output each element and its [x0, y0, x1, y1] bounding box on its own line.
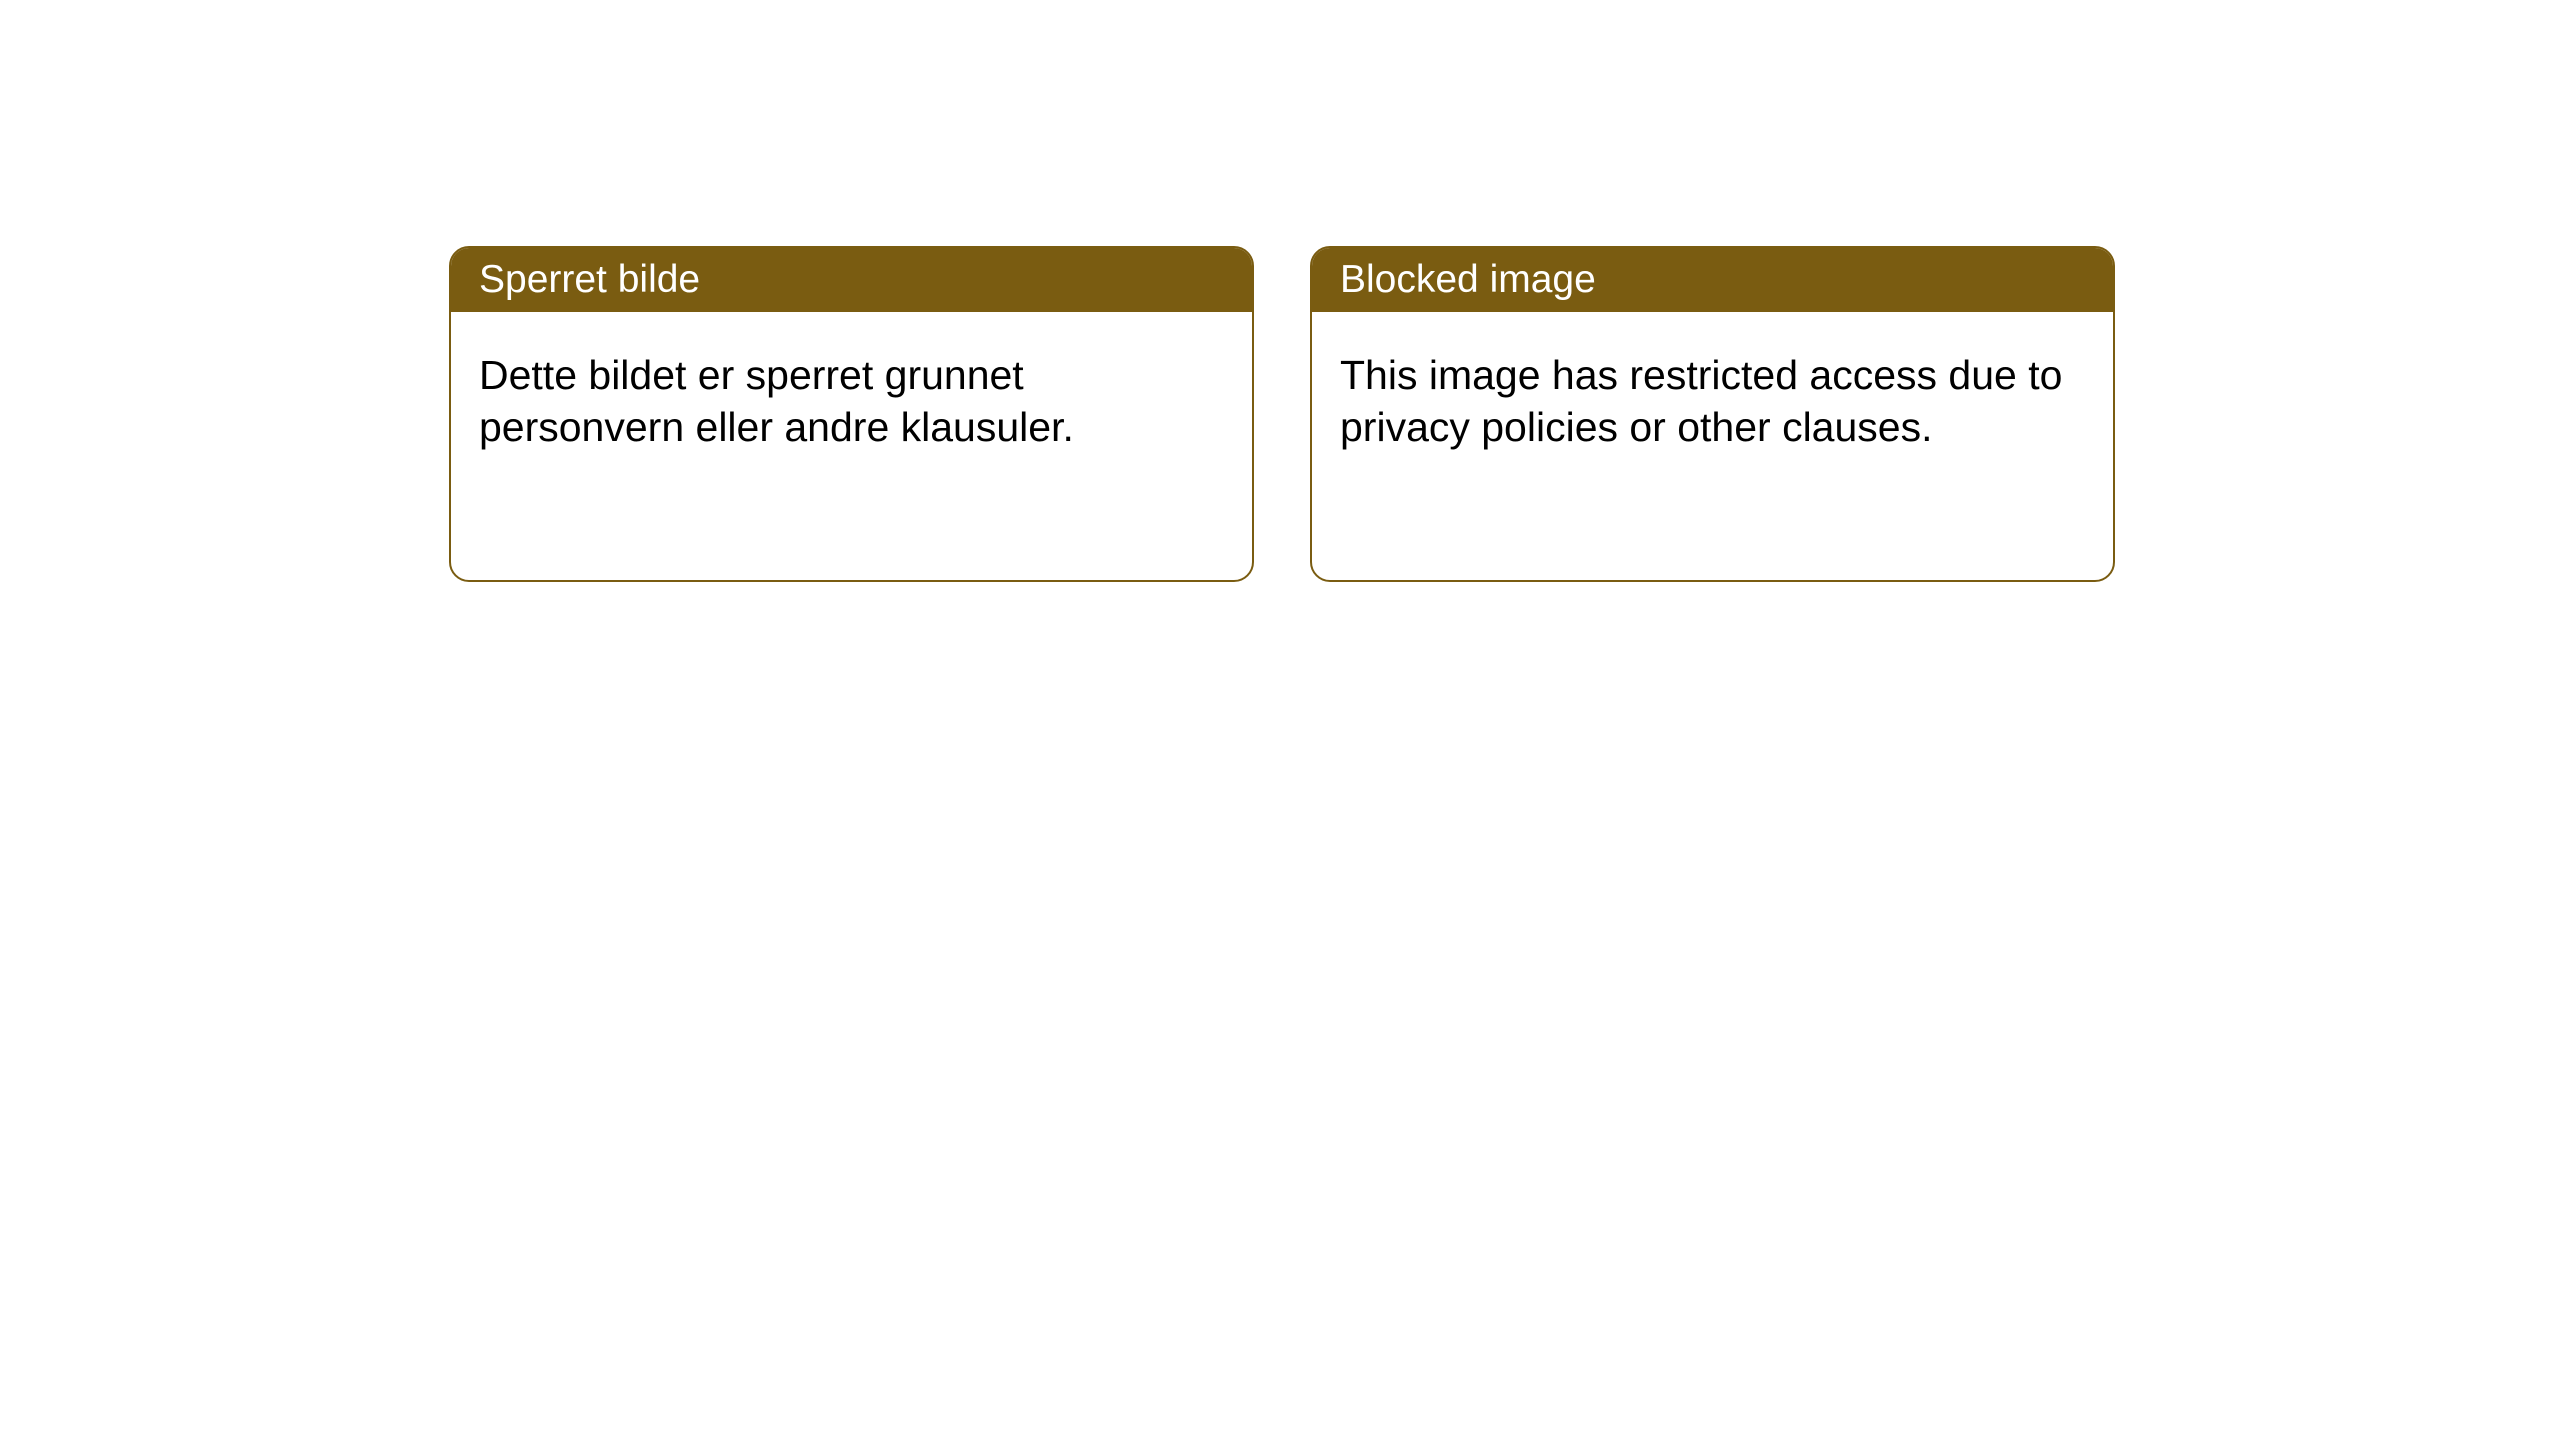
notice-container: Sperret bilde Dette bildet er sperret gr…: [0, 0, 2560, 582]
notice-body: Dette bildet er sperret grunnet personve…: [451, 312, 1252, 491]
notice-body: This image has restricted access due to …: [1312, 312, 2113, 491]
notice-header: Blocked image: [1312, 248, 2113, 312]
notice-card-english: Blocked image This image has restricted …: [1310, 246, 2115, 582]
notice-header: Sperret bilde: [451, 248, 1252, 312]
notice-card-norwegian: Sperret bilde Dette bildet er sperret gr…: [449, 246, 1254, 582]
